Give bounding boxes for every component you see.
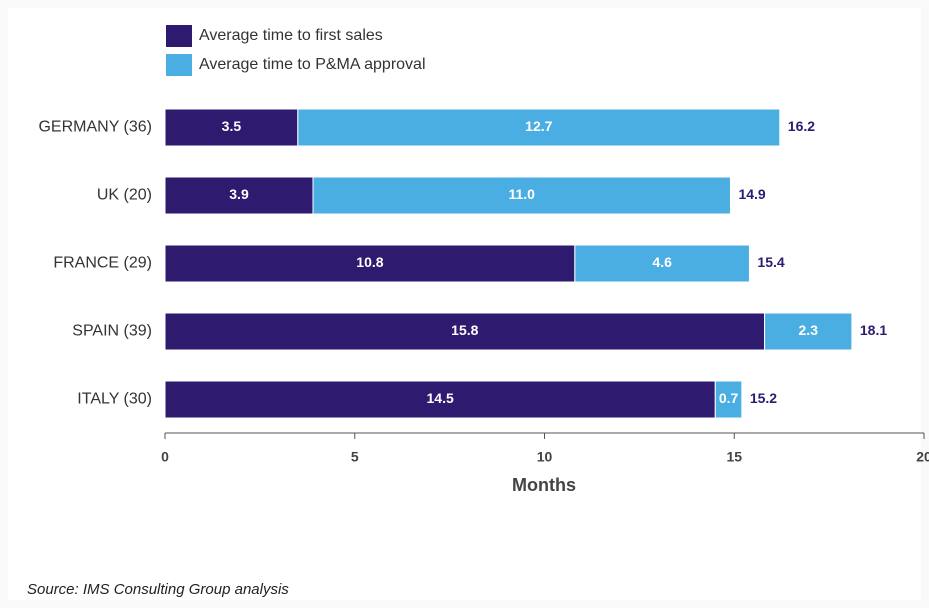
total-label: 15.4 bbox=[757, 254, 784, 270]
source: Source: IMS Consulting Group analysis bbox=[27, 581, 289, 598]
total-label: 14.9 bbox=[738, 186, 765, 202]
value-label: 10.8 bbox=[356, 254, 383, 270]
value-label: 11.0 bbox=[508, 186, 535, 202]
value-label: 4.6 bbox=[652, 254, 672, 270]
y-tick-label: FRANCE (29) bbox=[53, 255, 152, 272]
bar-segment bbox=[574, 244, 750, 283]
total-label: 16.2 bbox=[788, 118, 815, 134]
x-axis-label: Months bbox=[512, 475, 576, 495]
legend-swatch bbox=[166, 54, 192, 76]
bar-segment bbox=[164, 312, 766, 351]
bar-segment bbox=[764, 312, 853, 351]
value-label: 14.5 bbox=[427, 390, 454, 406]
value-label: 15.8 bbox=[451, 322, 478, 338]
panel bbox=[8, 8, 921, 600]
legend-label: Average time to P&MA approval bbox=[199, 56, 426, 73]
value-label: 0.7 bbox=[719, 390, 739, 406]
x-tick-label: 10 bbox=[537, 449, 553, 465]
bar-segment bbox=[164, 244, 576, 283]
x-tick-label: 20 bbox=[916, 449, 929, 465]
x-tick-label: 0 bbox=[161, 449, 169, 465]
y-tick-label: SPAIN (39) bbox=[72, 323, 152, 340]
bar-segment bbox=[312, 176, 731, 215]
total-label: 18.1 bbox=[860, 322, 887, 338]
total-label: 15.2 bbox=[750, 390, 777, 406]
legend-swatch bbox=[166, 25, 192, 47]
bar-segment bbox=[164, 380, 716, 419]
y-tick-label: GERMANY (36) bbox=[38, 119, 152, 136]
bar-segment bbox=[164, 176, 314, 215]
bar-segment bbox=[297, 108, 781, 147]
y-tick-label: UK (20) bbox=[97, 187, 152, 204]
x-tick-label: 5 bbox=[351, 449, 359, 465]
value-label: 2.3 bbox=[799, 322, 819, 338]
bar-segment bbox=[714, 380, 743, 419]
legend-label: Average time to first sales bbox=[199, 27, 383, 44]
value-label: 12.7 bbox=[525, 118, 552, 134]
x-tick-label: 15 bbox=[726, 449, 742, 465]
y-tick-label: ITALY (30) bbox=[77, 391, 152, 408]
value-label: 3.5 bbox=[222, 118, 242, 134]
value-label: 3.9 bbox=[229, 186, 249, 202]
